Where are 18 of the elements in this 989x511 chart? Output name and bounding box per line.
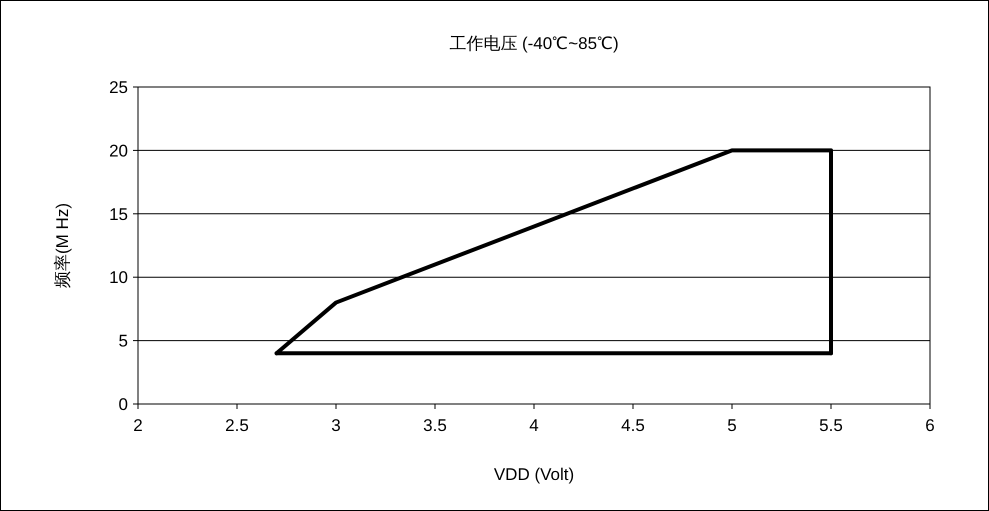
x-tick-label: 4	[529, 416, 539, 435]
y-tick-label: 10	[109, 268, 128, 288]
y-tick-label: 20	[109, 141, 128, 160]
x-tick-label: 5	[727, 416, 737, 435]
y-tick-label: 15	[109, 204, 128, 224]
y-tick-label: 25	[109, 78, 128, 97]
x-tick-label: 5.5	[819, 416, 843, 435]
y-tick-label: 5	[118, 332, 128, 351]
y-tick-label: 0	[118, 395, 128, 414]
x-tick-label: 3	[331, 416, 341, 435]
x-tick-label: 3.5	[423, 416, 447, 435]
x-tick-label: 6	[925, 416, 935, 435]
chart-title: 工作电压 (-40℃~85℃)	[449, 34, 619, 53]
x-tick-label: 4.5	[621, 416, 645, 435]
x-tick-label: 2.5	[225, 416, 249, 435]
y-axis-title: 频率(M Hz)	[53, 203, 72, 288]
x-tick-label: 2	[133, 416, 143, 435]
x-axis-title: VDD (Volt)	[494, 465, 574, 484]
